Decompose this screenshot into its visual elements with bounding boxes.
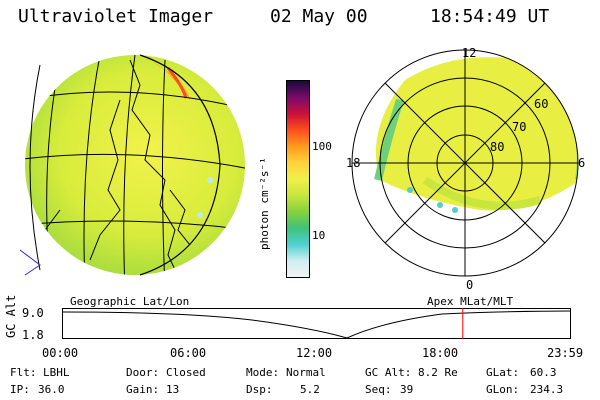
door-value: Closed [166,366,206,379]
ip-label: IP: [10,383,30,396]
gc-alt-status-label: GC Alt: [365,366,412,379]
geographic-label: Geographic Lat/Lon [70,295,190,308]
x-tick-3: 18:00 [422,346,459,360]
instrument-title: Ultraviolet Imager [18,6,214,27]
seq-value: 39 [400,383,414,396]
gain-value: 13 [166,383,180,396]
glon-label: GLon: [486,383,520,396]
gc-alt-status-value: 8.2 Re [418,366,458,379]
mlt-12-label: 12 [462,46,477,60]
alt-ytick-bottom: 1.8 [22,328,44,342]
glat-value: 60.3 [530,366,557,379]
mode-value: Normal [286,366,326,379]
mlt-6-label: 6 [578,156,586,170]
mlt-0-label: 0 [466,278,474,292]
dsp-label: Dsp: [246,383,273,396]
flt-value: LBHL [43,366,70,379]
x-tick-4: 23:59 [547,346,584,360]
colorbar-tick-100: 100 [312,140,332,153]
apex-label: Apex MLat/MLT [427,295,514,308]
alt-ytick-top: 9.0 [22,306,44,320]
altitude-plot [62,308,572,339]
x-tick-1: 06:00 [170,346,207,360]
mlat-60-label: 60 [534,97,549,111]
door-label: Door: [126,366,160,379]
flt-label: Flt: [10,366,37,379]
polar-plot [351,49,579,277]
x-tick-2: 12:00 [296,346,333,360]
glat-label: GLat: [486,366,520,379]
geographic-image [19,54,245,276]
mode-label: Mode: [246,366,280,379]
colorbar [286,80,310,278]
gc-alt-axis-label: GC Alt [4,294,18,338]
mlt-18-label: 18 [346,156,361,170]
date-label: 02 May 00 [270,6,368,27]
colorbar-tick-10: 10 [312,229,326,242]
dsp-value: 5.2 [300,383,320,396]
time-label: 18:54:49 UT [430,6,550,27]
ip-value: 36.0 [38,383,65,396]
mlat-70-label: 70 [512,120,527,134]
colorbar-unit-label: photon cm⁻²s⁻¹ [258,157,271,250]
glon-value: 234.3 [530,383,564,396]
mlat-80-label: 80 [490,140,505,154]
x-tick-0: 00:00 [42,346,79,360]
gain-label: Gain: [126,383,160,396]
seq-label: Seq: [365,383,392,396]
